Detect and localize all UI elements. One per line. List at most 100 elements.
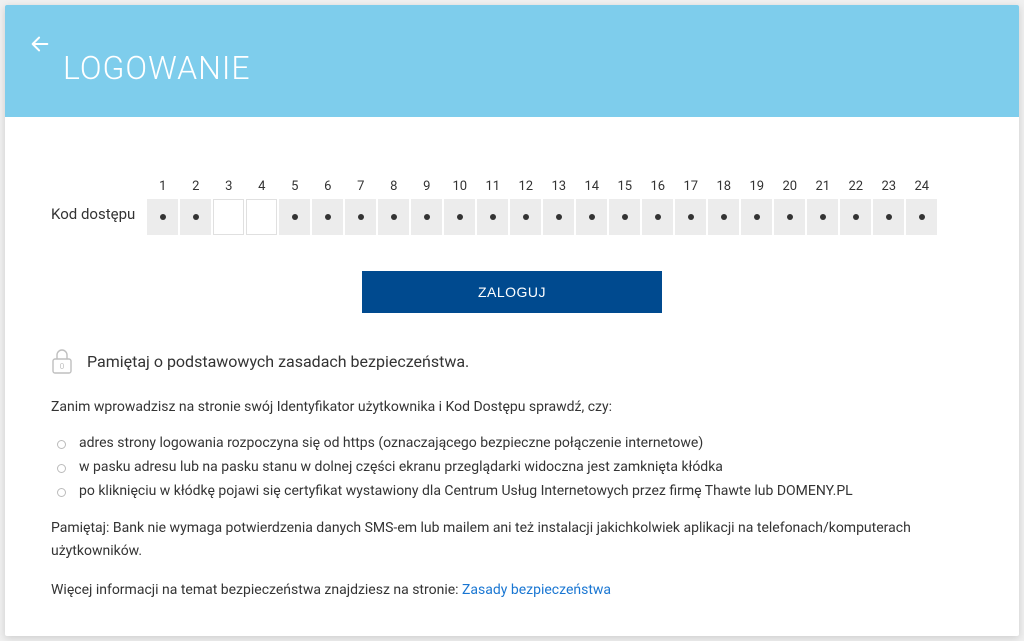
more-info-prefix: Więcej informacji na temat bezpieczeństw…	[51, 582, 462, 598]
code-col: 24	[906, 177, 937, 235]
code-col: 23	[873, 177, 904, 235]
code-input-masked	[675, 199, 706, 235]
mask-dot-icon	[622, 214, 628, 220]
code-input-masked	[576, 199, 607, 235]
code-input-masked	[642, 199, 673, 235]
code-input-masked	[147, 199, 178, 235]
code-position-number: 6	[324, 177, 331, 197]
code-position-number: 11	[485, 177, 500, 197]
code-input-masked	[906, 199, 937, 235]
code-input-active[interactable]	[213, 199, 244, 235]
mask-dot-icon	[886, 214, 892, 220]
security-reminder: Pamiętaj: Bank nie wymaga potwierdzenia …	[51, 517, 973, 562]
code-col: 15	[609, 177, 640, 235]
code-col: 14	[576, 177, 607, 235]
code-col: 3	[213, 177, 244, 235]
code-col: 2	[180, 177, 211, 235]
code-input-masked	[180, 199, 211, 235]
code-col: 12	[510, 177, 541, 235]
mask-dot-icon	[193, 214, 199, 220]
code-col: 8	[378, 177, 409, 235]
mask-dot-icon	[457, 214, 463, 220]
mask-dot-icon	[325, 214, 331, 220]
code-input-masked	[345, 199, 376, 235]
code-position-number: 9	[423, 177, 430, 197]
code-col: 11	[477, 177, 508, 235]
security-heading-row: 0 Pamiętaj o podstawowych zasadach bezpi…	[51, 347, 973, 375]
arrow-left-icon	[29, 33, 51, 55]
page-title: LOGOWANIE	[63, 49, 251, 87]
code-input-masked	[774, 199, 805, 235]
mask-dot-icon	[853, 214, 859, 220]
code-col: 5	[279, 177, 310, 235]
mask-dot-icon	[523, 214, 529, 220]
code-col: 9	[411, 177, 442, 235]
code-position-number: 20	[782, 177, 797, 197]
code-input-masked	[378, 199, 409, 235]
code-position-number: 4	[258, 177, 265, 197]
code-input-masked	[279, 199, 310, 235]
code-position-number: 17	[683, 177, 698, 197]
code-position-number: 10	[452, 177, 467, 197]
content-area: Kod dostępu 1234567891011121314151617181…	[5, 117, 1019, 621]
code-input-masked	[840, 199, 871, 235]
login-button[interactable]: ZALOGUJ	[362, 271, 662, 313]
code-input-masked	[708, 199, 739, 235]
code-position-number: 19	[749, 177, 764, 197]
code-input-masked	[411, 199, 442, 235]
mask-dot-icon	[655, 214, 661, 220]
security-link[interactable]: Zasady bezpieczeństwa	[462, 582, 611, 598]
access-code-row: Kod dostępu 1234567891011121314151617181…	[51, 177, 973, 235]
code-position-number: 14	[584, 177, 599, 197]
code-input-active[interactable]	[246, 199, 277, 235]
login-button-wrap: ZALOGUJ	[51, 271, 973, 313]
code-position-number: 1	[159, 177, 166, 197]
back-arrow-button[interactable]	[29, 33, 51, 59]
code-position-number: 15	[617, 177, 632, 197]
code-col: 16	[642, 177, 673, 235]
security-bullet-item: po kliknięciu w kłódkę pojawi się certyf…	[51, 480, 973, 504]
login-window: LOGOWANIE Kod dostępu 123456789101112131…	[5, 5, 1019, 636]
mask-dot-icon	[160, 214, 166, 220]
code-input-masked	[312, 199, 343, 235]
code-position-number: 21	[815, 177, 830, 197]
code-col: 19	[741, 177, 772, 235]
code-col: 10	[444, 177, 475, 235]
mask-dot-icon	[688, 214, 694, 220]
code-col: 4	[246, 177, 277, 235]
code-position-number: 5	[291, 177, 298, 197]
code-col: 22	[840, 177, 871, 235]
mask-dot-icon	[490, 214, 496, 220]
code-input-masked	[741, 199, 772, 235]
mask-dot-icon	[754, 214, 760, 220]
code-input-masked	[807, 199, 838, 235]
code-position-number: 23	[881, 177, 896, 197]
mask-dot-icon	[721, 214, 727, 220]
code-col: 6	[312, 177, 343, 235]
code-col: 13	[543, 177, 574, 235]
code-position-number: 13	[551, 177, 566, 197]
code-position-number: 8	[390, 177, 397, 197]
code-position-number: 22	[848, 177, 863, 197]
more-info-line: Więcej informacji na temat bezpieczeństw…	[51, 580, 973, 601]
mask-dot-icon	[556, 214, 562, 220]
mask-dot-icon	[358, 214, 364, 220]
code-col: 18	[708, 177, 739, 235]
mask-dot-icon	[820, 214, 826, 220]
code-position-number: 7	[357, 177, 364, 197]
mask-dot-icon	[424, 214, 430, 220]
code-input-masked	[873, 199, 904, 235]
code-col: 17	[675, 177, 706, 235]
security-bullet-item: adres strony logowania rozpoczyna się od…	[51, 432, 973, 456]
code-position-number: 3	[225, 177, 232, 197]
code-col: 1	[147, 177, 178, 235]
code-position-number: 12	[518, 177, 533, 197]
code-col: 21	[807, 177, 838, 235]
security-bullet-list: adres strony logowania rozpoczyna się od…	[51, 432, 973, 503]
code-position-number: 18	[716, 177, 731, 197]
lock-icon: 0	[51, 347, 73, 375]
mask-dot-icon	[391, 214, 397, 220]
code-input-masked	[444, 199, 475, 235]
svg-text:0: 0	[60, 362, 65, 371]
code-input-masked	[477, 199, 508, 235]
